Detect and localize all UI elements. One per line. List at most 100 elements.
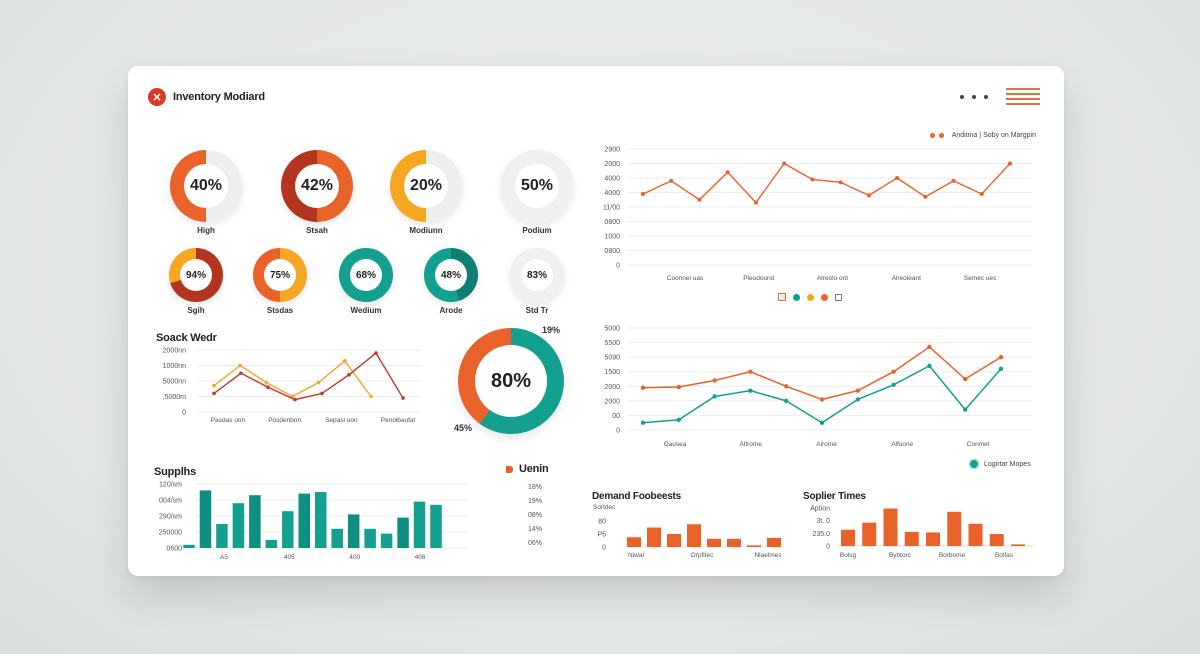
- donut-label: Stsah: [306, 226, 328, 235]
- teal-dot-toggle[interactable]: [793, 293, 800, 301]
- svg-text:5090: 5090: [604, 355, 620, 362]
- svg-text:0800: 0800: [604, 219, 620, 226]
- svg-text:0: 0: [602, 545, 606, 552]
- donut-label: High: [197, 226, 215, 235]
- demand-bar-chart: Sortdec 80 P5 0 Niwal Orpfitec Nlaelmes: [588, 500, 788, 560]
- big-donut-ring: 80%: [458, 328, 564, 434]
- demand-bar-chart-svg: Sortdec 80 P5 0 Niwal Orpfitec Nlaelmes: [593, 504, 784, 559]
- svg-text:Sepasl uon: Sepasl uon: [325, 417, 358, 424]
- donut-ring: 83%: [510, 248, 564, 302]
- donut-value: 94%: [180, 259, 212, 291]
- more-options-icon[interactable]: [960, 95, 988, 99]
- svg-text:Orpfitec: Orpfitec: [691, 552, 715, 559]
- legend-dot-icon: [938, 133, 944, 138]
- amber-dot-toggle[interactable]: [807, 293, 814, 301]
- svg-text:400: 400: [349, 554, 360, 561]
- uenin-value: 19%: [528, 498, 543, 505]
- svg-text:0600: 0600: [166, 546, 182, 553]
- donut-ring: 40%: [170, 150, 242, 222]
- svg-text:A5: A5: [220, 554, 228, 561]
- svg-text:Nlaelmes: Nlaelmes: [754, 552, 782, 559]
- donut-label: Std Tr: [525, 306, 549, 315]
- uenin-value: 06%: [528, 540, 543, 547]
- empty-square-toggle[interactable]: [835, 293, 842, 301]
- top-chart-legend: Anditma | Soby on Margpin: [929, 132, 1036, 139]
- svg-text:Pleodound: Pleodound: [743, 275, 774, 282]
- svg-text:Alrome: Alrome: [816, 441, 837, 447]
- big-donut-value: 80%: [475, 345, 547, 417]
- supplier-bar-chart: Aption 3t. 0 235.0 0 Bolsg Bybtorc Borbome Bolf…: [798, 498, 1038, 560]
- middle-line-chart: 5000 5500 5090 1500 2000 2000 00 0 Oausea Alfrome…: [590, 322, 1050, 452]
- svg-text:0: 0: [616, 428, 620, 435]
- series-filter-toggles: [778, 293, 842, 301]
- kpi-donut-small-2: 75% Stsdas: [253, 248, 307, 315]
- svg-text:3t. 0: 3t. 0: [816, 518, 830, 525]
- svg-text:11/00: 11/00: [603, 205, 620, 212]
- svg-text:2000nn: 2000nn: [163, 348, 186, 355]
- legend-teal-dot-icon: [970, 460, 978, 468]
- app-header: ✕ Inventory Modiard: [148, 88, 265, 106]
- donut-label: Arode: [439, 306, 463, 315]
- legend-label: Anditma | Soby on Margpin: [951, 132, 1036, 139]
- stock-line-chart: 2000nn 1000nn 5000nn ,5000m 0 Pasdas uon Posde…: [146, 342, 426, 432]
- donut-value: 42%: [295, 164, 339, 208]
- donut-ring: 20%: [390, 150, 462, 222]
- donut-value: 75%: [264, 259, 296, 291]
- filter-square-icon[interactable]: [778, 293, 786, 301]
- svg-text:2900: 2900: [604, 147, 620, 154]
- svg-text:Alfrome: Alfrome: [740, 441, 763, 447]
- donut-label: Wedium: [350, 306, 382, 315]
- svg-text:Bolfas: Bolfas: [995, 552, 1014, 559]
- svg-text:Conmel: Conmel: [967, 441, 990, 447]
- svg-text:250000: 250000: [159, 530, 182, 537]
- svg-text:Oausea: Oausea: [664, 441, 687, 447]
- donut-ring: 94%: [169, 248, 223, 302]
- uenin-value: 08%: [528, 512, 543, 519]
- svg-text:Alreolo ont: Alreolo ont: [817, 275, 848, 282]
- svg-text:0: 0: [182, 410, 186, 417]
- donut-ring: 48%: [424, 248, 478, 302]
- donut-ring: 68%: [339, 248, 393, 302]
- svg-text:2000: 2000: [604, 161, 620, 168]
- svg-text:Alfuone: Alfuone: [891, 441, 913, 447]
- donut-label: Podium: [522, 226, 552, 235]
- middle-chart-legend: Logirtar Mopes: [970, 460, 1031, 468]
- donut-value: 50%: [515, 164, 559, 208]
- legend-label: Logirtar Mopes: [984, 460, 1031, 468]
- kpi-donut-1: 40% High: [170, 150, 242, 235]
- kpi-donut-small-1: 94% Sgih: [169, 248, 223, 315]
- donut-value: 20%: [404, 164, 448, 208]
- donut-value: 68%: [350, 259, 382, 291]
- svg-text:Niwal: Niwal: [628, 552, 644, 559]
- svg-text:Coonnel uas: Coonnel uas: [667, 275, 704, 282]
- close-icon[interactable]: ✕: [148, 88, 166, 106]
- kpi-donut-small-5: 83% Std Tr: [510, 248, 564, 315]
- dashboard-card: ✕ Inventory Modiard 40% High 42% Stsah 20% Mo…: [128, 66, 1064, 576]
- orange-dot-toggle[interactable]: [821, 293, 828, 301]
- svg-text:5000: 5000: [604, 326, 620, 333]
- orange-marker-icon: [506, 465, 513, 473]
- uenin-header: Uenin: [506, 463, 549, 475]
- top-line-chart-svg: 2900 2000 4000 4000 11/00 0800 1000 0800 0 Coonne…: [603, 147, 1032, 282]
- donut-value: 83%: [521, 259, 553, 291]
- svg-text:Sortdec: Sortdec: [593, 504, 616, 511]
- svg-text:1500: 1500: [604, 369, 620, 376]
- demand-title: Demand Foobeests: [592, 491, 682, 502]
- uenin-value: 18%: [528, 484, 543, 491]
- supplies-bar-chart-svg: 120/sm 004/sm 290/sm 250000 0600 A5 405 400 406: [159, 482, 468, 561]
- stock-line-chart-svg: 2000nn 1000nn 5000nn ,5000m 0 Pasdas uon Posde…: [163, 348, 421, 424]
- hamburger-menu-icon[interactable]: [1006, 88, 1040, 105]
- svg-text:00: 00: [612, 413, 620, 420]
- svg-text:120/sm: 120/sm: [159, 482, 182, 489]
- stock-chart-title: Sоаck Wedr: [156, 332, 217, 344]
- svg-text:Aption: Aption: [810, 506, 830, 513]
- svg-text:Posdenbon: Posdenbon: [268, 417, 301, 424]
- svg-text:405: 405: [284, 554, 295, 561]
- supplies-title: Supplhs: [154, 466, 196, 478]
- big-donut-chart: 80%: [458, 328, 564, 434]
- top-line-chart: Anditma | Soby on Margpin 2900 2000 4000 40…: [590, 132, 1050, 302]
- svg-text:Alreoleant: Alreoleant: [892, 275, 921, 282]
- svg-text:2000: 2000: [604, 398, 620, 405]
- svg-text:5000nn: 5000nn: [163, 379, 186, 386]
